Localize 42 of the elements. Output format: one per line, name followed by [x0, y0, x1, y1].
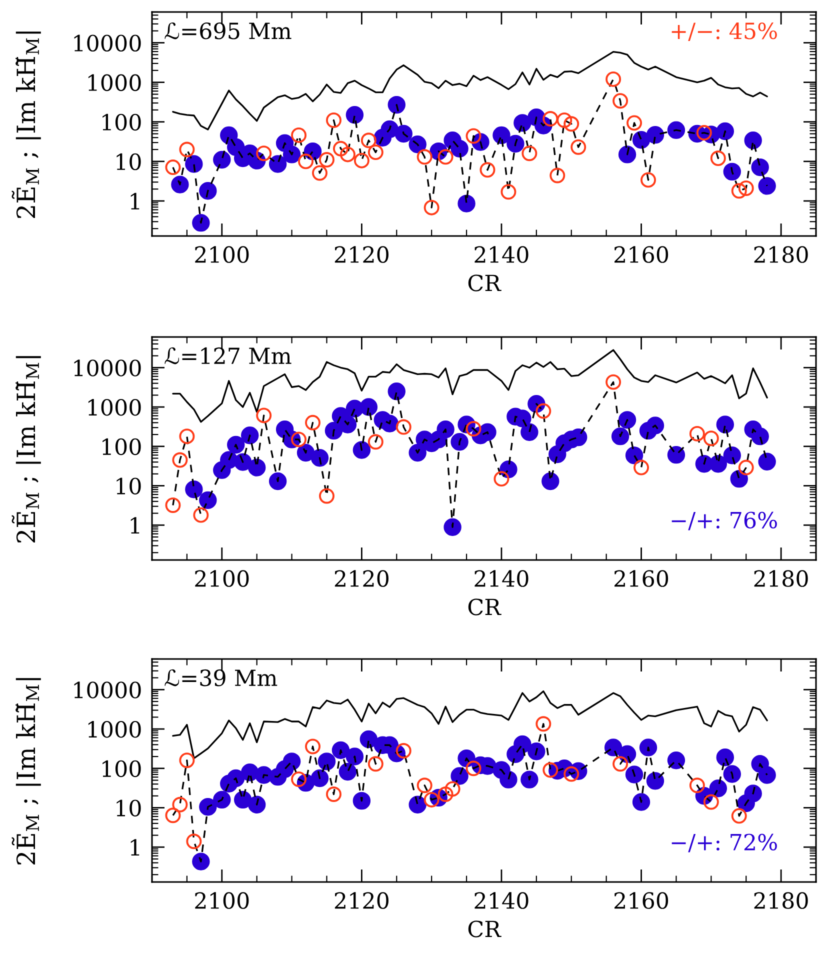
annotation: +/−: 45% [672, 22, 777, 42]
x-tick-label: 2120 [334, 892, 388, 909]
x-tick-label: 2160 [614, 246, 668, 263]
x-tick-label: 2160 [614, 892, 668, 909]
x-tick-label: 2140 [474, 570, 528, 587]
annotation: −/+: 76% [672, 512, 777, 530]
x-tick-label: 2140 [474, 892, 528, 909]
x-axis-title: CR [468, 598, 502, 616]
annotation: ℒ=695 Mm [164, 22, 292, 40]
y-tick-label: 100 [102, 114, 141, 131]
y-tick-label: 1 [130, 839, 140, 856]
x-tick-label: 2180 [754, 570, 808, 587]
x-tick-label: 2180 [754, 246, 808, 263]
y-tick-label: 10 [116, 153, 141, 170]
x-tick-label: 2180 [754, 892, 808, 909]
y-tick-label: 1 [130, 517, 140, 534]
x-tick-label: 2140 [474, 246, 528, 263]
x-tick-label: 2100 [195, 246, 249, 263]
annotation: −/+: 72% [672, 834, 777, 852]
y-tick-label: 10 [116, 800, 141, 817]
x-tick-label: 2100 [195, 570, 249, 587]
y-tick-label: 1 [130, 192, 140, 210]
x-tick-label: 2120 [334, 246, 388, 263]
x-tick-label: 2120 [334, 570, 388, 587]
y-tick-label: 10000 [74, 360, 141, 376]
y-tick-label: 1000 [88, 720, 141, 738]
x-axis-title: CR [468, 274, 502, 292]
annotation: ℒ=39 Mm [164, 669, 278, 686]
annotation: ℒ=127 Mm [164, 347, 292, 364]
x-tick-label: 2160 [614, 570, 668, 587]
y-axis-title: 2Ẽ$_{M}$ ; |Im kH̃$_{M}$| [12, 678, 41, 865]
y-axis-title: 2Ẽ$_{M}$ ; |Im kH̃$_{M}$| [12, 356, 41, 543]
x-tick-label: 2100 [195, 892, 249, 909]
y-tick-label: 1000 [88, 398, 141, 416]
y-tick-label: 10 [116, 478, 141, 495]
y-tick-label: 1000 [88, 74, 141, 92]
y-tick-label: 100 [102, 760, 141, 778]
x-axis-title: CR [468, 920, 502, 938]
y-axis-title: 2Ẽ$_{M}$ ; |Im kH̃$_{M}$| [12, 32, 41, 218]
y-tick-label: 10000 [74, 34, 141, 52]
y-tick-label: 10000 [74, 682, 141, 698]
y-tick-label: 100 [102, 438, 141, 456]
